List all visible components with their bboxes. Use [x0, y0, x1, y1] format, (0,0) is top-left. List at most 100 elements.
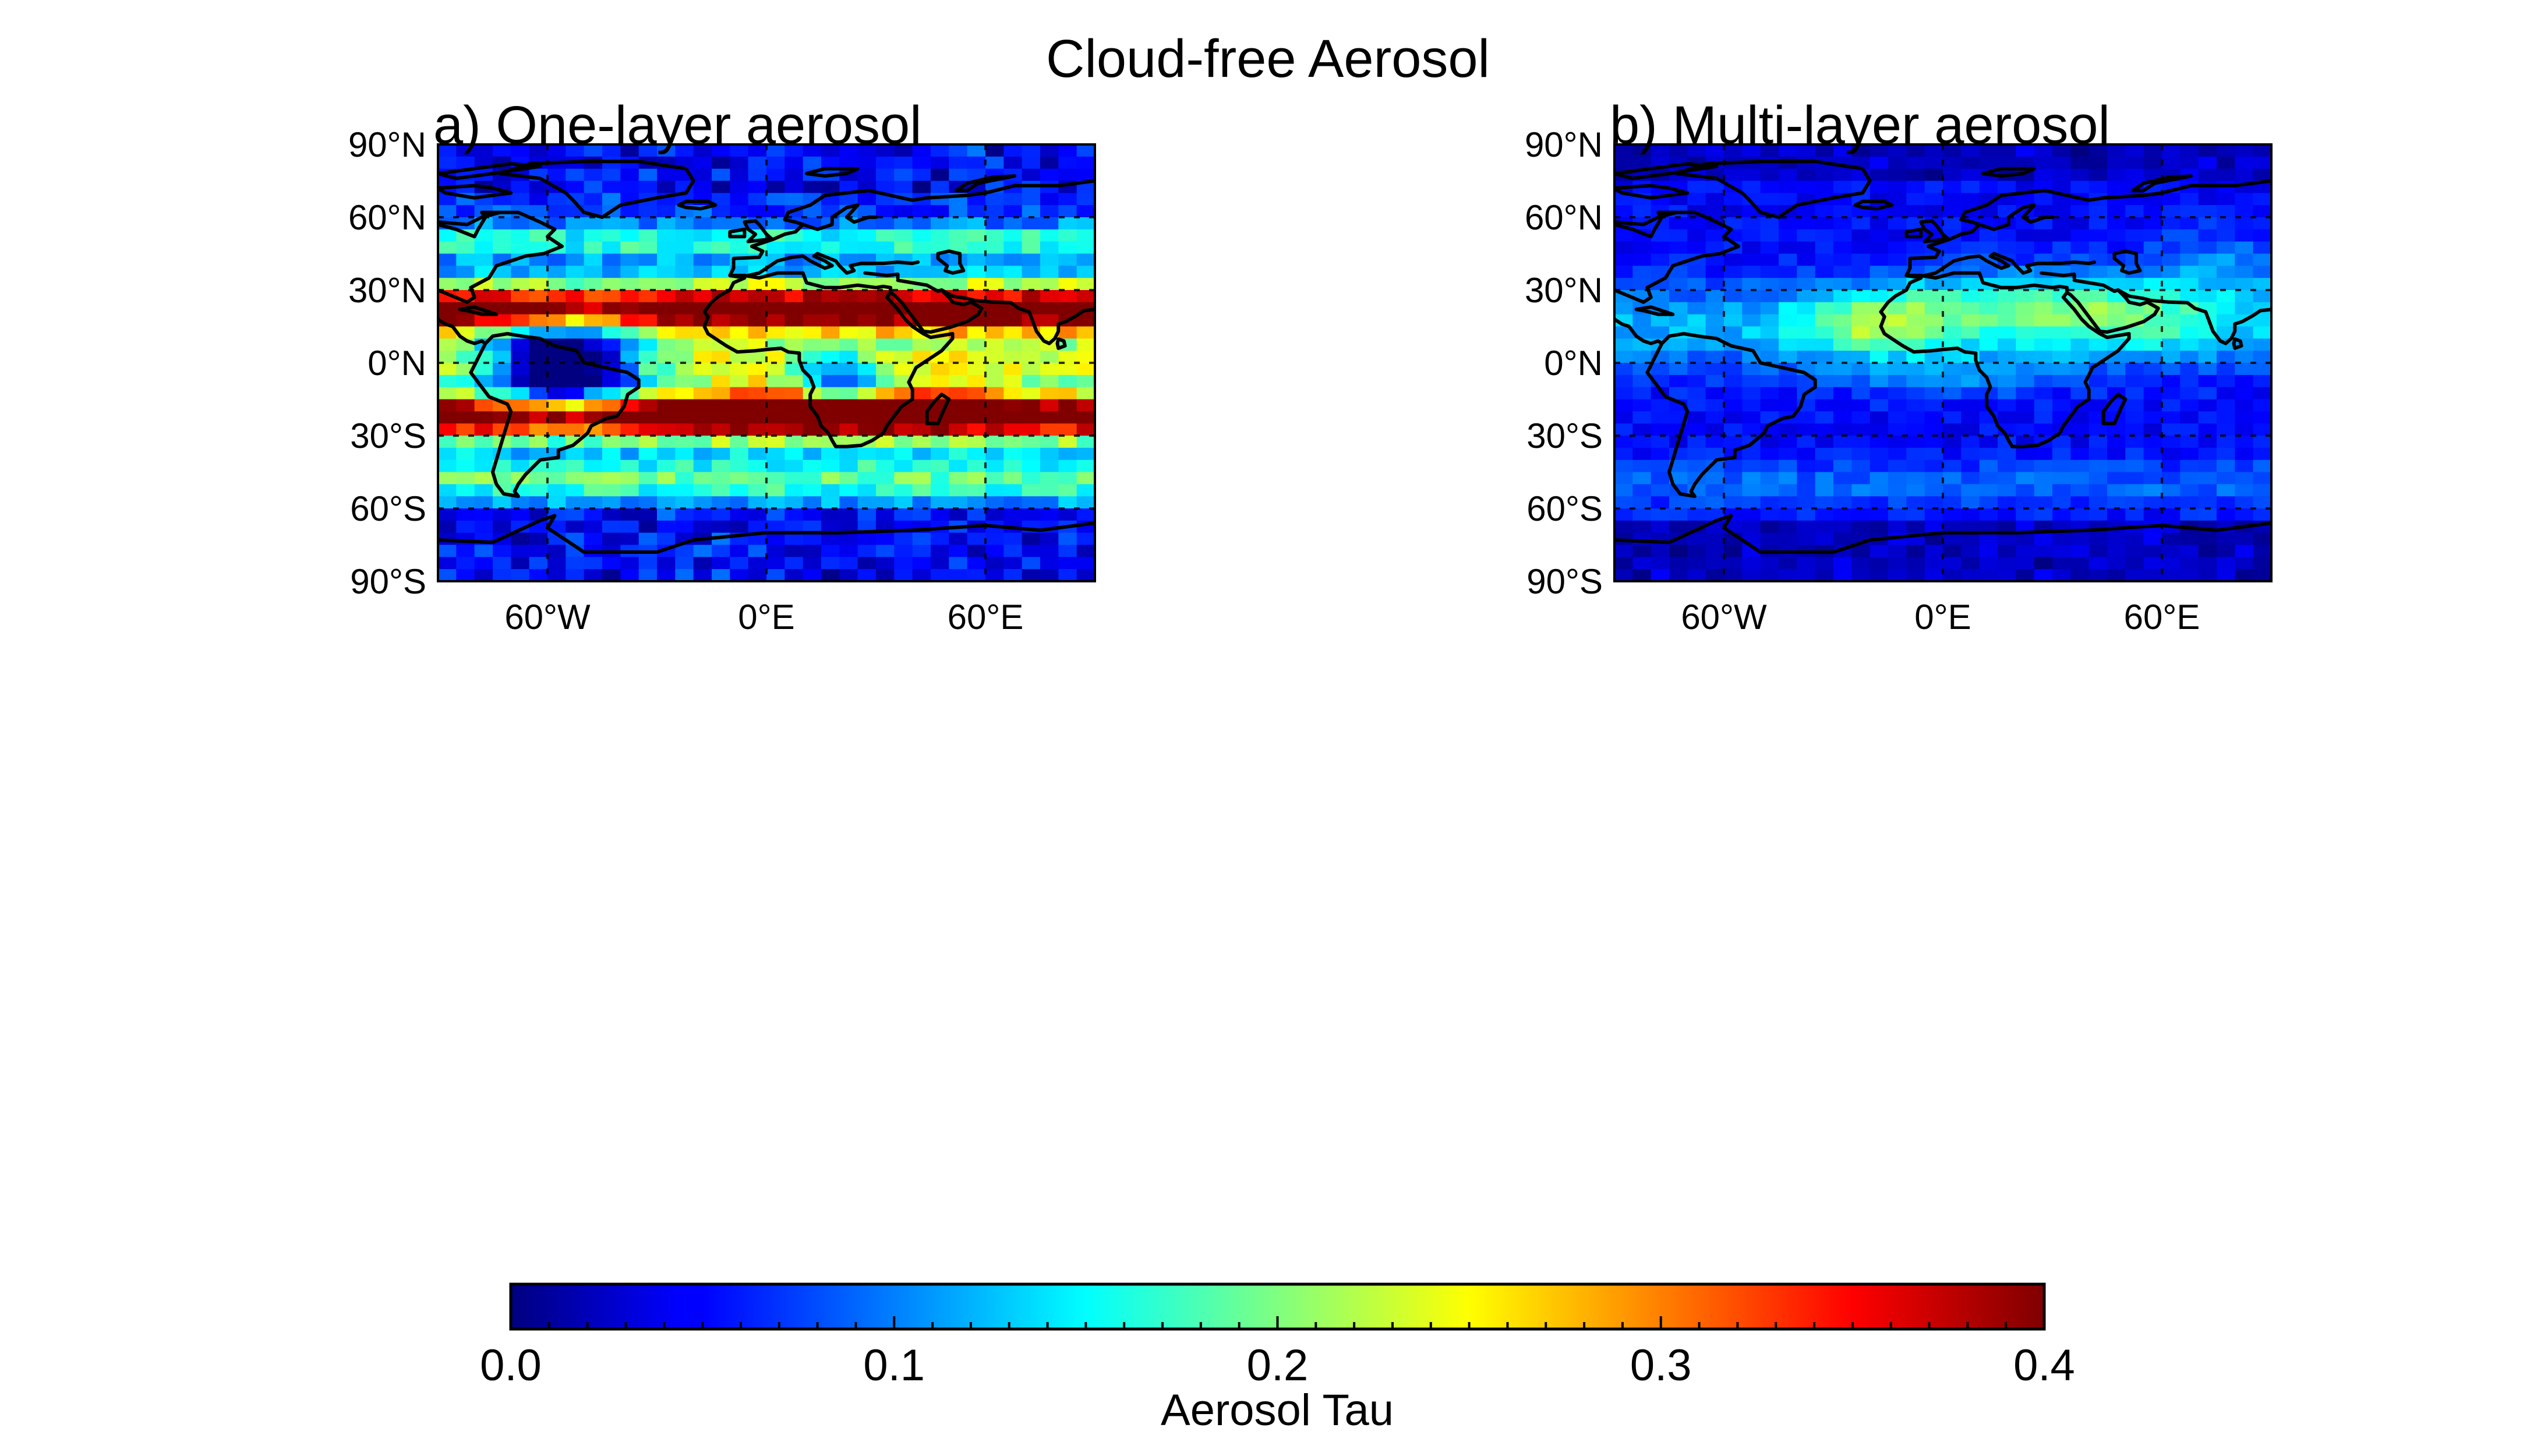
lat-tick-label: 30°S [1526, 416, 1603, 455]
heatmap-cell [602, 460, 621, 473]
heatmap-cell [1724, 253, 1743, 267]
heatmap-cell [1076, 569, 1095, 581]
heatmap-cell [730, 290, 749, 303]
heatmap-cell [784, 399, 804, 412]
heatmap-cell [1614, 545, 1634, 558]
heatmap-cell [1614, 508, 1634, 521]
heatmap-cell [657, 399, 676, 412]
heatmap-cell [1779, 314, 1798, 327]
coastline [1674, 160, 1872, 219]
lat-tick-label: 90°N [348, 125, 426, 164]
heatmap-cell [1779, 496, 1798, 509]
heatmap-cell [1040, 156, 1059, 169]
heatmap-cell [620, 314, 639, 327]
heatmap-cell [748, 193, 767, 206]
heatmap-cell [967, 532, 986, 546]
heatmap-cell [1815, 557, 1834, 570]
colorbar-tick-label: 0.4 [2013, 1341, 2075, 1390]
heatmap-cell [438, 278, 457, 291]
heatmap-cell [1632, 399, 1652, 412]
lat-tick-label: 90°N [1525, 125, 1603, 164]
coastline [1614, 210, 1678, 239]
heatmap-cell [2217, 460, 2236, 473]
heatmap-cell [693, 168, 712, 182]
heatmap-cell [1943, 557, 1962, 570]
heatmap-cell [1870, 496, 1889, 509]
lon-tick-label: 60°W [504, 598, 591, 637]
heatmap-cell [2034, 290, 2053, 303]
heatmap-cell [1797, 205, 1816, 218]
heatmap-cell [1924, 338, 1943, 351]
heatmap-cell [620, 423, 639, 436]
heatmap-cell [712, 302, 731, 315]
heatmap-cell [602, 374, 621, 388]
heatmap-cell [2016, 520, 2035, 533]
heatmap-cell [1851, 520, 1871, 533]
heatmap-cell [730, 168, 749, 182]
heatmap-cell [949, 156, 968, 169]
heatmap-cell [1998, 363, 2017, 376]
heatmap-cell [1961, 168, 1980, 182]
heatmap-cell [1979, 545, 1998, 558]
heatmap-cell [1022, 496, 1041, 509]
heatmap-cell [1998, 351, 2017, 363]
heatmap-cell [1815, 447, 1834, 461]
heatmap-cell [949, 144, 968, 157]
heatmap-cell [2052, 338, 2072, 351]
heatmap-cell [730, 156, 749, 169]
heatmap-cell [1076, 193, 1095, 206]
heatmap-cell [1040, 241, 1059, 255]
heatmap-cell [1833, 217, 1853, 230]
heatmap-cell [1833, 447, 1853, 461]
heatmap-cell [1779, 229, 1798, 242]
heatmap-cell [493, 302, 512, 315]
heatmap-cell [2235, 302, 2254, 315]
heatmap-cell [474, 253, 493, 267]
heatmap-cell [1040, 436, 1059, 448]
heatmap-cell [1924, 520, 1943, 533]
heatmap-cell [2088, 290, 2108, 303]
heatmap-cell [1022, 266, 1041, 278]
heatmap-cell [1076, 557, 1095, 570]
heatmap-cell [2088, 545, 2108, 558]
heatmap-cell [1779, 266, 1798, 278]
heatmap-cell [657, 508, 676, 521]
heatmap-cell [1961, 326, 1980, 340]
heatmap-cell [1687, 569, 1706, 581]
heatmap-cell [821, 156, 840, 169]
heatmap-cell [857, 144, 877, 157]
heatmap-cell [1779, 532, 1798, 546]
heatmap-cell [1632, 508, 1652, 521]
heatmap-cell [1815, 374, 1834, 388]
heatmap-cell [693, 229, 712, 242]
heatmap-cell [2253, 156, 2271, 169]
heatmap-cell [456, 156, 475, 169]
heatmap-cell [1724, 496, 1743, 509]
heatmap-cell [748, 205, 767, 218]
heatmap-cell [2088, 484, 2108, 497]
heatmap-cell [2034, 193, 2053, 206]
heatmap-cell [2125, 156, 2144, 169]
heatmap-cell [857, 545, 877, 558]
heatmap-cell [602, 168, 621, 182]
heatmap-cell [675, 387, 694, 400]
heatmap-cell [1943, 290, 1962, 303]
heatmap-cell [1040, 205, 1059, 218]
heatmap-cell [857, 557, 877, 570]
heatmap-cell [766, 508, 786, 521]
heatmap-cell [2162, 472, 2181, 485]
heatmap-cell [1888, 181, 1907, 194]
heatmap-cell [2162, 484, 2181, 497]
heatmap-cell [2125, 569, 2144, 581]
heatmap-cell [438, 351, 457, 363]
heatmap-cell [2198, 156, 2217, 169]
heatmap-cell [1632, 156, 1652, 169]
heatmap-cell [748, 472, 767, 485]
heatmap-cell [456, 374, 475, 388]
heatmap-cell [766, 302, 786, 315]
heatmap-cell [693, 387, 712, 400]
heatmap-cell [511, 241, 530, 255]
heatmap-cell [638, 447, 658, 461]
lat-tick-label: 90°S [1526, 562, 1603, 601]
heatmap-cell [657, 351, 676, 363]
